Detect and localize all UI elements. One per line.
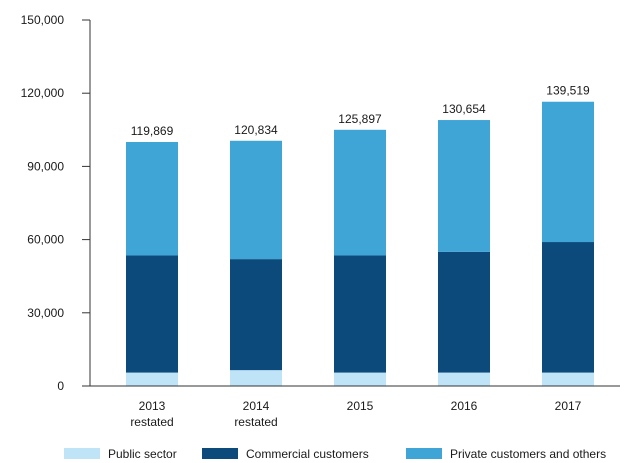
bar-segment — [230, 140, 282, 260]
x-tick-label: 2014 — [243, 399, 270, 413]
y-tick-label: 30,000 — [27, 306, 64, 320]
y-tick-label: 120,000 — [21, 86, 65, 100]
legend-swatch — [202, 448, 238, 459]
bar-segment — [126, 142, 178, 256]
legend: Public sector Commercial customers Private… — [64, 447, 606, 461]
legend-swatch — [406, 448, 442, 459]
total-labels: 119,869 120,834 125,897 130,654 139,519 — [131, 84, 590, 138]
bar-segment — [438, 120, 490, 252]
bar-segment — [334, 255, 386, 373]
x-tick-label: 2013 — [139, 399, 166, 413]
legend-label: Commercial customers — [246, 447, 369, 461]
bars — [126, 101, 594, 386]
legend-label: Public sector — [108, 447, 177, 461]
bar-segment — [542, 372, 594, 386]
bar-total-label: 119,869 — [131, 124, 174, 138]
x-tick-label: restated — [234, 415, 277, 429]
y-tick-label: 150,000 — [21, 13, 65, 27]
bar-segment — [230, 259, 282, 371]
bar-segment — [542, 101, 594, 243]
bar-total-label: 125,897 — [338, 112, 382, 126]
bar-segment — [438, 372, 490, 386]
bar-total-label: 130,654 — [442, 102, 486, 116]
bar-segment — [126, 372, 178, 386]
bar-segment — [542, 242, 594, 373]
y-tick-label: 60,000 — [27, 233, 64, 247]
bar-segment — [334, 372, 386, 386]
x-tick-label: 2015 — [347, 399, 374, 413]
y-tick-label: 90,000 — [27, 159, 64, 173]
x-tick-label: 2017 — [555, 399, 582, 413]
bar-total-label: 120,834 — [234, 123, 278, 137]
legend-label: Private customers and others — [450, 447, 606, 461]
x-axis: 2013 restated 2014 restated 2015 2016 2017 — [90, 385, 620, 429]
y-tick-label: 0 — [57, 379, 64, 393]
bar-segment — [230, 370, 282, 386]
bar-segment — [334, 129, 386, 256]
bar-segment — [126, 255, 178, 373]
y-axis: 0 30,000 60,000 90,000 120,000 150,000 — [21, 13, 91, 393]
bar-segment — [438, 251, 490, 373]
legend-swatch — [64, 448, 100, 459]
bar-total-label: 139,519 — [546, 84, 590, 98]
x-tick-label: 2016 — [451, 399, 478, 413]
x-tick-label: restated — [130, 415, 173, 429]
